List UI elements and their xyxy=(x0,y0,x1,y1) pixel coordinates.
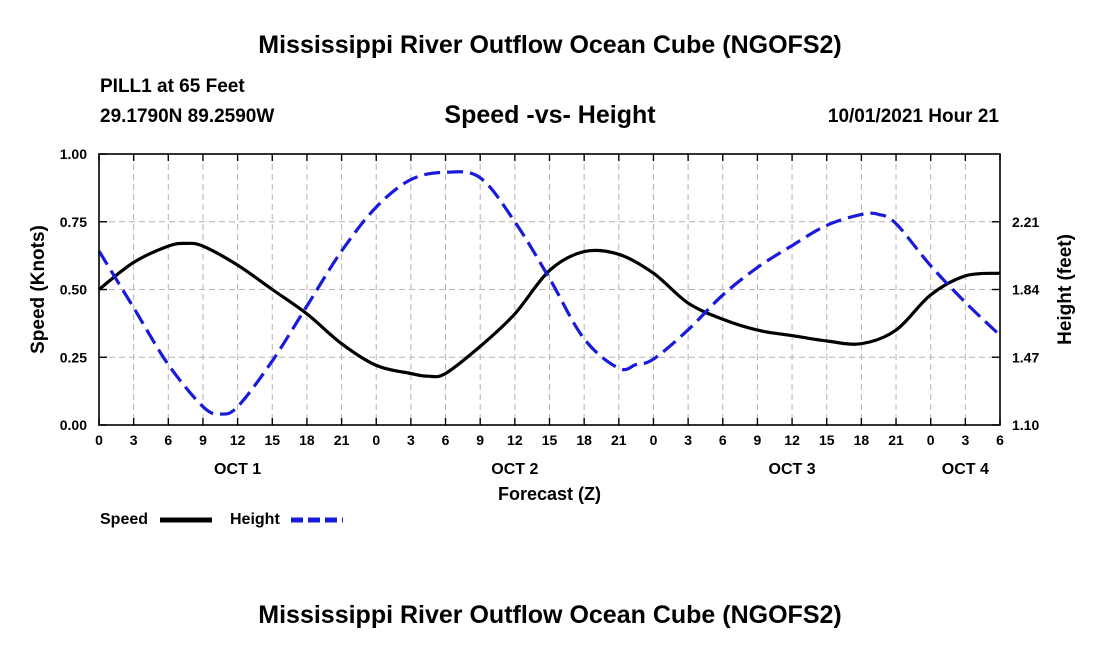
x-axis-label: Forecast (Z) xyxy=(498,484,601,504)
x-tick-label: 9 xyxy=(199,432,207,448)
x-tick-label: 0 xyxy=(95,432,103,448)
x-tick-label: 15 xyxy=(542,432,558,448)
legend-height-label: Height xyxy=(230,511,280,528)
x-tick-label: 18 xyxy=(576,432,592,448)
x-tick-label: 3 xyxy=(684,432,692,448)
x-tick-label: 12 xyxy=(230,432,246,448)
x-tick-label: 6 xyxy=(164,432,172,448)
x-tick-label: 0 xyxy=(650,432,658,448)
x-tick-label: 6 xyxy=(996,432,1004,448)
y2-tick-label: 1.10 xyxy=(1012,417,1039,433)
x-tick-label: 18 xyxy=(854,432,870,448)
x-tick-label: 21 xyxy=(334,432,350,448)
x-tick-label: 12 xyxy=(507,432,523,448)
legend-speed-label: Speed xyxy=(100,511,148,528)
x-tick-label: 12 xyxy=(784,432,800,448)
main-title: Mississippi River Outflow Ocean Cube (NG… xyxy=(258,31,842,59)
forecast-datetime: 10/01/2021 Hour 21 xyxy=(827,106,999,127)
x-tick-label: 9 xyxy=(476,432,484,448)
day-label: OCT 2 xyxy=(491,461,538,478)
x-tick-label: 21 xyxy=(888,432,904,448)
station-label: PILL1 at 65 Feet xyxy=(100,76,245,97)
grid xyxy=(99,154,1000,425)
x-tick-label: 15 xyxy=(264,432,280,448)
day-label: OCT 3 xyxy=(769,461,816,478)
station-coordinates: 29.1790N 89.2590W xyxy=(100,106,275,127)
x-tick-label: 21 xyxy=(611,432,627,448)
x-tick-label: 9 xyxy=(754,432,762,448)
y-tick-label: 0.75 xyxy=(60,214,87,230)
x-tick-label: 0 xyxy=(927,432,935,448)
x-tick-label: 3 xyxy=(961,432,969,448)
axes: 0 3 6 9 12 15 18 21 0 3 6 9 12 15 18 21 0 3 6 9 12 15 18 21 0 3 6 0… xyxy=(60,146,1040,478)
y-axis-label: Speed (Knots) xyxy=(28,225,49,354)
day-label: OCT 4 xyxy=(942,461,989,478)
series xyxy=(97,170,1002,416)
y-tick-label: 0.00 xyxy=(60,417,87,433)
y2-tick-label: 1.47 xyxy=(1012,349,1039,365)
x-tick-label: 15 xyxy=(819,432,835,448)
series-speed-line xyxy=(98,241,1001,379)
x-tick-label: 6 xyxy=(719,432,727,448)
y-tick-label: 0.50 xyxy=(60,282,87,298)
series-height-line xyxy=(97,170,1002,416)
y2-tick-label: 1.84 xyxy=(1012,282,1039,298)
y2-axis-label: Height (feet) xyxy=(1055,234,1076,345)
x-tick-label: 18 xyxy=(299,432,315,448)
x-tick-label: 0 xyxy=(372,432,380,448)
day-label: OCT 1 xyxy=(214,461,261,478)
chart-subtitle: Speed -vs- Height xyxy=(444,101,656,129)
x-tick-label: 3 xyxy=(130,432,138,448)
footer-title: Mississippi River Outflow Ocean Cube (NG… xyxy=(258,601,842,629)
legend: Speed Height xyxy=(100,511,343,528)
y2-tick-label: 2.21 xyxy=(1012,214,1039,230)
x-tick-label: 3 xyxy=(407,432,415,448)
y-tick-label: 0.25 xyxy=(60,349,87,365)
y-tick-label: 1.00 xyxy=(60,146,87,162)
x-tick-label: 6 xyxy=(442,432,450,448)
